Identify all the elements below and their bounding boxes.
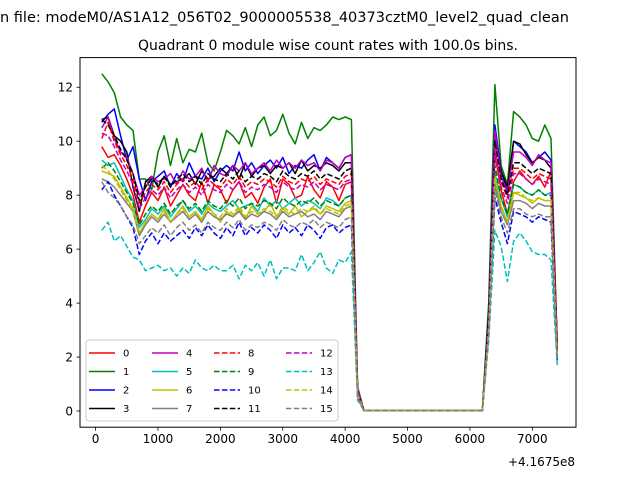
x-tick-label: 1000 — [143, 432, 174, 446]
x-tick-label: 2000 — [205, 432, 236, 446]
legend-label-7: 7 — [186, 404, 192, 415]
legend-label-9: 9 — [248, 367, 254, 378]
legend-label-11: 11 — [248, 404, 261, 415]
legend-label-15: 15 — [320, 404, 333, 415]
y-tick-label: 8 — [65, 188, 73, 202]
series-line-1 — [101, 73, 559, 411]
legend-label-6: 6 — [186, 386, 192, 397]
legend-label-0: 0 — [123, 349, 129, 360]
x-tick-label: 0 — [92, 432, 100, 446]
x-tick-label: 5000 — [392, 432, 423, 446]
y-tick-label: 2 — [65, 350, 73, 364]
x-tick-label: 3000 — [267, 432, 298, 446]
y-tick-label: 6 — [65, 242, 73, 256]
x-offset-label: +4.1675e8 — [508, 455, 575, 469]
series-line-13 — [101, 221, 559, 412]
series-line-12 — [101, 132, 559, 412]
legend-label-4: 4 — [186, 349, 192, 360]
legend-label-3: 3 — [123, 404, 129, 415]
legend-label-8: 8 — [248, 349, 254, 360]
series-line-7 — [101, 178, 559, 412]
x-tick-label: 7000 — [517, 432, 548, 446]
y-tick-label: 4 — [65, 296, 73, 310]
series-line-11 — [101, 119, 559, 412]
legend-label-2: 2 — [123, 386, 129, 397]
legend-label-12: 12 — [320, 349, 333, 360]
legend-label-10: 10 — [248, 386, 261, 397]
legend-label-13: 13 — [320, 367, 333, 378]
x-tick-label: 4000 — [330, 432, 361, 446]
legend-box — [85, 339, 339, 422]
x-tick-label: 6000 — [455, 432, 486, 446]
series-line-10 — [101, 180, 559, 412]
y-tick-label: 0 — [65, 404, 73, 418]
y-tick-label: 12 — [58, 81, 73, 95]
series-layer — [101, 73, 559, 412]
series-line-14 — [101, 164, 559, 412]
legend-label-14: 14 — [320, 386, 333, 397]
series-line-15 — [101, 181, 559, 412]
legend-label-1: 1 — [123, 367, 129, 378]
plot-frame — [79, 57, 577, 428]
chart-title: Quadrant 0 module wise count rates with … — [138, 38, 518, 54]
figure-suptitle: n file: modeM0/AS1A12_056T02_9000005538_… — [0, 10, 569, 26]
legend-label-5: 5 — [186, 367, 192, 378]
y-tick-label: 10 — [58, 135, 73, 149]
series-line-9 — [101, 162, 559, 412]
